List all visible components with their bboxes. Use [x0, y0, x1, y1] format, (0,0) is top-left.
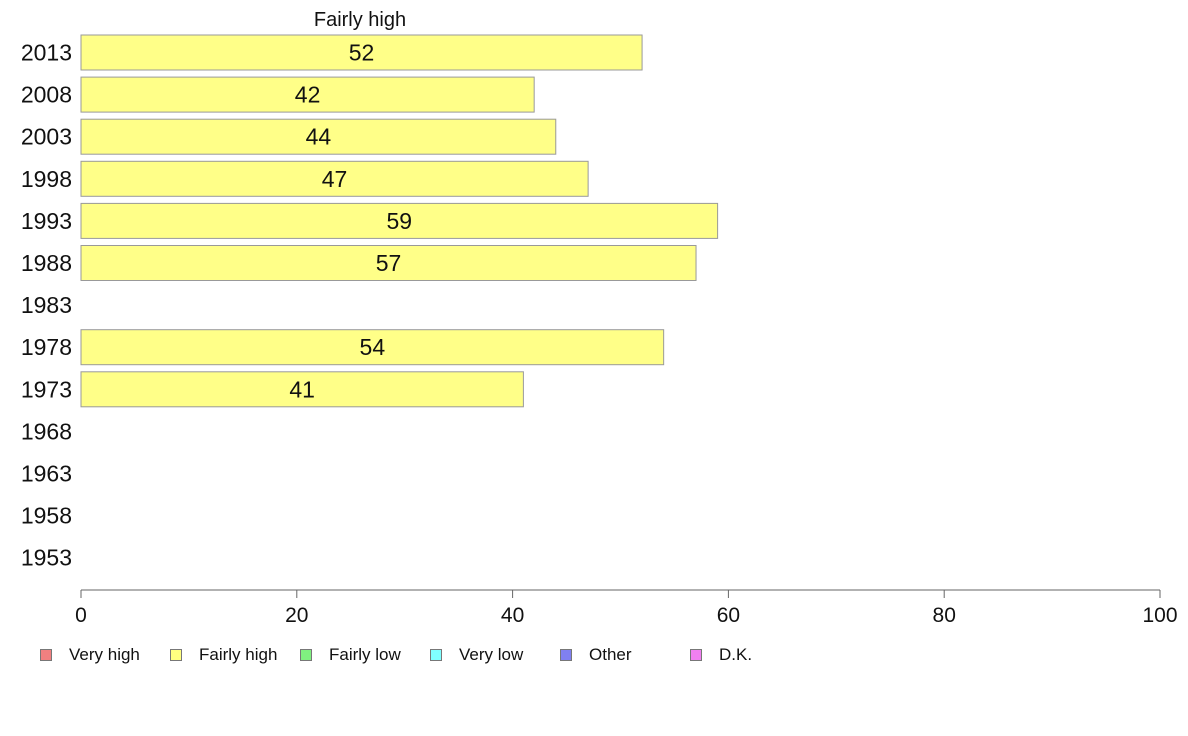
legend-item-dk: D.K. [690, 640, 752, 670]
legend-label: Fairly low [329, 645, 401, 664]
bar-value-label: 42 [295, 82, 321, 108]
bar [80, 34, 643, 71]
bar [80, 202, 719, 239]
x-tick-label: 100 [1142, 604, 1177, 627]
legend-label: Very low [459, 645, 524, 664]
x-tick-label: 0 [75, 604, 87, 627]
y-tick-label: 1953 [21, 545, 72, 571]
legend-swatch [170, 649, 182, 661]
bar-value-label: 44 [306, 124, 332, 150]
x-tick-label: 40 [501, 604, 524, 627]
y-tick-label: 1988 [21, 250, 72, 276]
bar [80, 329, 665, 366]
legend: Very high Fairly high Fairly low Very lo… [0, 640, 1188, 670]
legend-swatch [690, 649, 702, 661]
legend-swatch [560, 649, 572, 661]
legend-item-other: Other [560, 640, 632, 670]
y-tick-label: 2003 [21, 124, 72, 150]
bar-value-label: 59 [387, 208, 413, 234]
y-tick-label: 1983 [21, 292, 72, 318]
bar-value-label: 41 [289, 376, 315, 402]
bar [80, 76, 535, 113]
y-tick-label: 2013 [21, 40, 72, 66]
x-tick-label: 80 [933, 604, 956, 627]
y-tick-label: 2008 [21, 82, 72, 108]
y-tick-label: 1963 [21, 461, 72, 487]
x-tick-label: 20 [285, 604, 308, 627]
y-tick-label: 1993 [21, 208, 72, 234]
legend-label: Very high [69, 645, 140, 664]
legend-label: Other [589, 645, 632, 664]
legend-swatch [430, 649, 442, 661]
legend-swatch [40, 649, 52, 661]
y-tick-label: 1973 [21, 376, 72, 402]
bar-value-label: 54 [360, 334, 386, 360]
legend-item-very-low: Very low [430, 640, 523, 670]
y-tick-label: 1958 [21, 503, 72, 529]
legend-item-fairly-low: Fairly low [300, 640, 401, 670]
legend-item-fairly-high: Fairly high [170, 640, 277, 670]
chart-title: Fairly high [314, 9, 406, 31]
x-tick-label: 60 [717, 604, 740, 627]
bar-value-label: 57 [376, 250, 402, 276]
legend-label: D.K. [719, 645, 753, 664]
bar [80, 118, 557, 155]
bar [80, 371, 524, 408]
legend-swatch [300, 649, 312, 661]
bar-value-label: 47 [322, 166, 348, 192]
bar [80, 245, 697, 281]
legend-item-very-high: Very high [40, 640, 140, 670]
bar-value-label: 52 [349, 40, 375, 66]
y-tick-label: 1998 [21, 166, 72, 192]
bar [80, 160, 589, 197]
y-tick-label: 1968 [21, 418, 72, 444]
y-tick-label: 1978 [21, 334, 72, 360]
legend-label: Fairly high [199, 645, 278, 664]
